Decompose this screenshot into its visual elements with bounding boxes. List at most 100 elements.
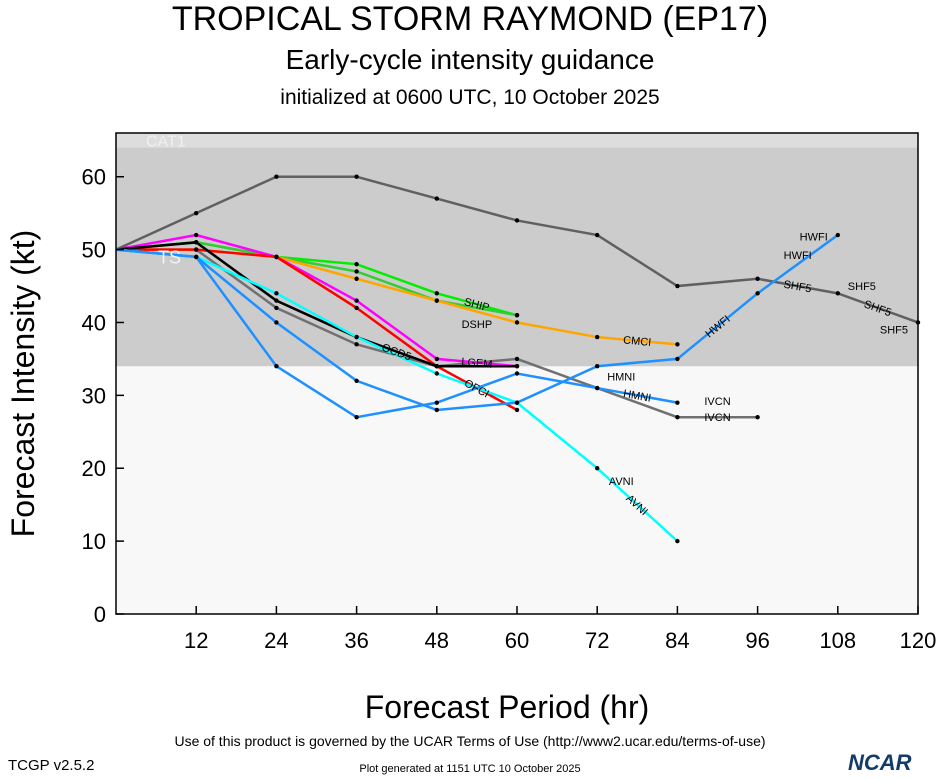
data-point-ivcn [354,342,359,347]
data-point-ocd5 [274,298,279,303]
series-label-shf5: SHF5 [880,325,908,337]
data-point-ofci [194,247,199,252]
data-point-ivcn [675,415,680,420]
band-cat1 [116,133,918,148]
series-line-ocd5 [115,241,517,368]
x-axis-label: Forecast Period (hr) [365,689,650,725]
data-point-lgem [434,356,439,362]
data-point-hwfi [595,364,600,369]
data-point-hwfi [514,400,520,405]
series-label-hmni: HMNI [622,388,652,405]
data-point-lgem [194,232,199,238]
data-point-hmni [434,400,439,405]
data-point-ivcn [755,415,760,420]
data-point-shf5 [675,283,680,289]
chart-subtitle: Early-cycle intensity guidance [285,44,655,75]
data-point-hmni [194,254,199,260]
x-tick-label: 36 [344,628,368,653]
data-point-ofci [354,305,359,311]
series-line-hmni [115,248,678,419]
series-label-dshp: DSHP [462,319,493,331]
generated-text: Plot generated at 1151 UTC 10 October 20… [359,763,581,775]
series-label-hmni: HMNI [607,371,635,383]
series-line-hwfi [115,234,839,412]
y-tick-label: 10 [82,529,106,554]
band-label-ts: TS [158,248,181,268]
version-text: TCGP v2.5.2 [8,757,95,774]
data-point-ofci [514,407,520,413]
x-tick-label: 96 [745,628,769,653]
y-tick-label: 60 [82,165,106,190]
x-tick-label: 108 [819,628,856,653]
data-point-hmni [595,385,600,391]
series-label-shf5: SHF5 [783,279,813,296]
terms-text: Use of this product is governed by the U… [174,733,766,749]
data-point-ivcn [514,356,520,362]
series-line-avni [115,248,679,543]
y-tick-label: 30 [82,383,106,408]
data-point-shf5 [354,174,359,179]
data-point-hwfi [434,407,439,413]
data-point-avni [675,538,680,544]
data-point-hwfi [835,232,840,238]
series-label-cmci: CMCI [623,334,652,348]
data-point-shf5 [274,174,279,179]
data-point-lgem [354,298,359,303]
data-point-ocd5 [514,364,520,369]
data-point-avni [354,334,359,340]
x-tick-label: 84 [665,628,689,653]
series-label-hwfi: HWFI [800,232,828,244]
ncar-logo: NCAR [848,750,912,775]
y-axis-label: Forecast Intensity (kt) [5,230,41,538]
data-point-dshp [514,312,520,318]
data-point-ocd5 [194,240,199,245]
series-line-lgem [115,233,518,368]
data-point-shf5 [434,196,439,201]
x-tick-label: 120 [900,628,937,653]
data-point-ship [434,291,439,296]
data-point-cmci [354,276,359,281]
x-tick-label: 12 [184,628,208,653]
data-point-shf5 [514,218,520,223]
series-label-ivcn: IVCN [704,412,730,424]
y-tick-label: 0 [94,602,106,627]
data-point-avni [595,466,600,471]
x-tick-label: 24 [264,628,288,653]
data-point-shf5 [595,232,600,238]
data-point-hwfi [274,320,279,325]
data-point-hmni [675,400,680,405]
data-point-ofci [274,254,279,260]
data-point-hwfi [755,291,760,296]
data-point-hwfi [354,378,359,383]
data-point-ivcn [274,305,279,311]
data-point-hmni [274,364,279,369]
y-tick-label: 50 [82,238,106,263]
x-tick-label: 72 [585,628,609,653]
series-line-ofci [116,248,518,412]
series-label-hwfi: HWFI [784,250,812,262]
y-tick-label: 40 [82,310,106,335]
data-point-cmci [434,298,439,303]
series-label-avni: AVNI [609,476,634,488]
series-label-ivcn: IVCN [704,396,730,408]
data-point-avni [274,291,279,296]
init-time: initialized at 0600 UTC, 10 October 2025 [280,86,660,109]
band-label-cat1: CAT1 [146,134,186,151]
data-point-dshp [354,269,359,274]
data-point-ocd5 [434,364,439,369]
series-label-lgem: LGEM [461,356,493,371]
data-point-cmci [514,320,520,325]
chart-title: TROPICAL STORM RAYMOND (EP17) [171,0,769,38]
data-point-hmni [514,371,520,376]
data-point-ship [354,261,359,267]
series-label-shf5: SHF5 [848,281,876,293]
data-point-shf5 [755,276,760,281]
data-point-cmci [595,334,600,340]
data-point-hwfi [675,356,680,362]
data-point-shf5 [835,291,840,296]
data-point-hmni [354,415,359,420]
x-tick-label: 48 [425,628,449,653]
data-point-avni [434,371,439,376]
